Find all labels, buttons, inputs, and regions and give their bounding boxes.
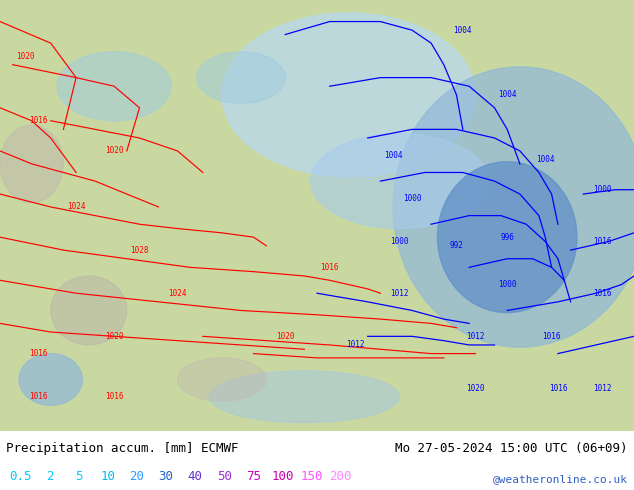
Text: 1016: 1016 <box>320 263 339 272</box>
Text: 0.5: 0.5 <box>10 470 32 483</box>
Text: Mo 27-05-2024 15:00 UTC (06+09): Mo 27-05-2024 15:00 UTC (06+09) <box>395 442 628 455</box>
Text: 1000: 1000 <box>593 185 612 194</box>
Text: 1004: 1004 <box>498 90 517 99</box>
Text: 150: 150 <box>301 470 323 483</box>
Ellipse shape <box>437 162 577 313</box>
Text: 1012: 1012 <box>593 384 612 392</box>
Text: 100: 100 <box>271 470 294 483</box>
Text: 30: 30 <box>158 470 174 483</box>
Text: Precipitation accum. [mm] ECMWF: Precipitation accum. [mm] ECMWF <box>6 442 239 455</box>
Text: 1000: 1000 <box>498 280 517 289</box>
Text: 1016: 1016 <box>105 392 124 401</box>
Text: 1012: 1012 <box>390 289 409 298</box>
Ellipse shape <box>57 52 171 121</box>
Text: 1020: 1020 <box>105 332 124 341</box>
Text: 996: 996 <box>500 233 514 242</box>
Text: 1012: 1012 <box>466 332 485 341</box>
Text: 1000: 1000 <box>403 194 422 203</box>
Text: 1004: 1004 <box>453 25 472 35</box>
Text: 1012: 1012 <box>346 341 365 349</box>
Text: 1016: 1016 <box>29 116 48 125</box>
Text: 1020: 1020 <box>16 51 35 61</box>
Text: 20: 20 <box>129 470 145 483</box>
Text: 2: 2 <box>46 470 54 483</box>
Ellipse shape <box>51 276 127 345</box>
Text: 40: 40 <box>188 470 203 483</box>
Text: 1016: 1016 <box>593 237 612 246</box>
Text: 1016: 1016 <box>542 332 561 341</box>
Ellipse shape <box>209 371 399 422</box>
Text: 1016: 1016 <box>29 349 48 358</box>
Text: 1004: 1004 <box>384 151 403 160</box>
Ellipse shape <box>178 358 266 401</box>
Ellipse shape <box>197 52 285 103</box>
Ellipse shape <box>19 354 82 405</box>
Text: 1020: 1020 <box>276 332 295 341</box>
Text: 50: 50 <box>217 470 232 483</box>
Text: 1024: 1024 <box>67 202 86 212</box>
Text: 1024: 1024 <box>168 289 187 298</box>
Ellipse shape <box>311 134 488 228</box>
Text: 1016: 1016 <box>593 289 612 298</box>
Text: 1020: 1020 <box>466 384 485 392</box>
Text: 1020: 1020 <box>105 147 124 155</box>
Ellipse shape <box>0 125 63 203</box>
Text: 1004: 1004 <box>536 155 555 164</box>
Text: 75: 75 <box>246 470 261 483</box>
Text: 1028: 1028 <box>130 245 149 255</box>
Text: 5: 5 <box>75 470 82 483</box>
Ellipse shape <box>393 67 634 347</box>
Text: 200: 200 <box>329 470 352 483</box>
Text: 1016: 1016 <box>548 384 567 392</box>
Text: @weatheronline.co.uk: @weatheronline.co.uk <box>493 474 628 484</box>
Ellipse shape <box>222 13 476 177</box>
Text: 10: 10 <box>101 470 115 483</box>
Text: 1000: 1000 <box>390 237 409 246</box>
Text: 992: 992 <box>450 241 463 250</box>
Text: 1016: 1016 <box>29 392 48 401</box>
